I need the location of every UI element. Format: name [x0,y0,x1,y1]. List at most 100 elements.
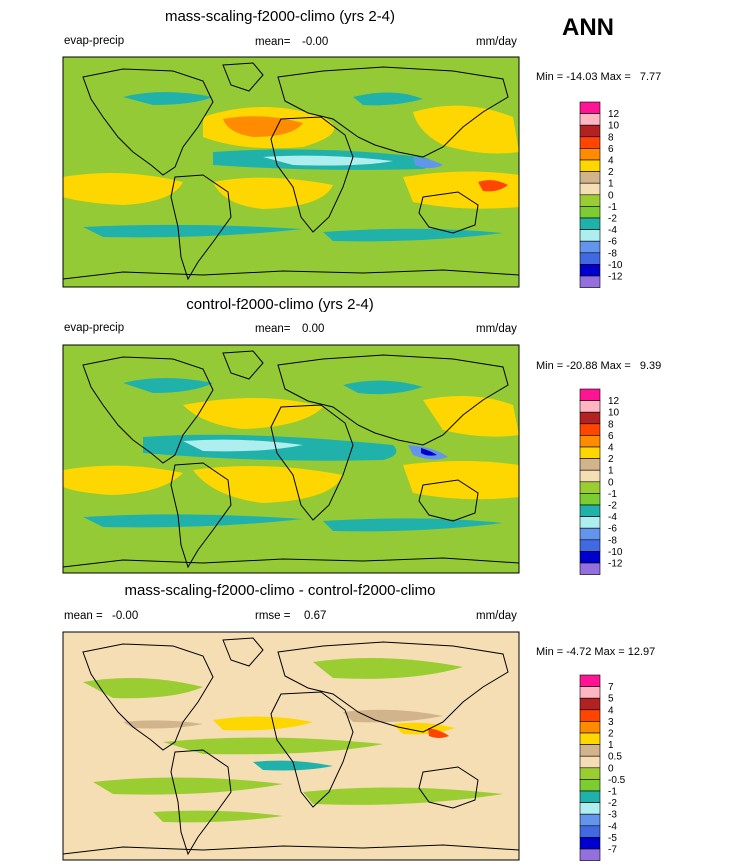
colorbar-swatch [579,101,601,114]
panel-2-title: control-f2000-climo (yrs 2-4) [186,296,374,313]
colorbar-tick-label: -3 [608,810,617,821]
colorbar-swatch [579,767,601,780]
colorbar-swatch [579,124,601,138]
panel-3-units: mm/day [476,610,517,622]
colorbar-tick-label: 2 [608,729,614,740]
colorbar-swatch [579,252,601,265]
colorbar-tick-label: -0.5 [608,775,626,786]
colorbar-swatch [579,837,601,850]
colorbar-tick-label: -4 [608,512,617,523]
colorbar-swatch [579,848,601,861]
colorbar-swatch [579,435,601,448]
colorbar-tick-label: 10 [608,121,620,132]
colorbar-tick-label: -8 [608,535,617,546]
colorbar-swatch [579,674,601,687]
colorbar-tick-label: 0 [608,763,614,774]
colorbar-swatch [579,194,601,207]
colorbar-tick-label: 8 [608,132,614,143]
panel-3-min-label: Min = [536,646,564,658]
panel-3-max-value: 12.97 [627,646,656,658]
panel-2-max-label: Max = [600,360,631,372]
colorbar-tick-label: 3 [608,717,614,728]
colorbar-tick-label: -7 [608,845,617,856]
panel-3-minmax: Min = -4.72 Max = 12.97 [536,646,655,658]
colorbar-swatch [579,423,601,436]
panel-3-rmse-label: rmse = [255,610,291,622]
panel-1-minmax: Min = -14.03 Max = 7.77 [536,71,661,83]
panel-2-max-value: 9.39 [639,360,662,372]
panel-1-variable-label: evap-precip [64,35,125,47]
colorbar-tick-label: 4 [608,705,614,716]
colorbar-swatch [579,469,601,483]
colorbar-tick-label: -2 [608,214,617,225]
colorbar-swatch [579,136,601,149]
colorbar-swatch [579,148,601,161]
colorbar-swatch [579,240,601,254]
colorbar-swatch [579,388,601,401]
colorbar-swatch [579,732,601,745]
colorbar-swatch [579,813,601,827]
colorbar-swatch [579,400,601,413]
panel-1-title: mass-scaling-f2000-climo (yrs 2-4) [164,8,396,25]
colorbar-tick-label: -4 [608,225,617,236]
panel-2-units: mm/day [476,323,517,335]
colorbar-swatch [579,790,601,803]
panel-1-units: mm/day [476,36,517,48]
colorbar-swatch [579,527,601,541]
panel-1-min-label: Min = [536,71,564,83]
panel-3-map [62,631,520,861]
panel-1-max-label: Max = [600,71,631,83]
colorbar-tick-label: -5 [608,833,617,844]
colorbar-tick-label: 8 [608,419,614,430]
colorbar-swatch [579,206,601,219]
colorbar-swatch [579,493,601,506]
colorbar-swatch [579,182,601,196]
colorbar-swatch [579,744,601,757]
colorbar-tick-label: -1 [608,202,617,213]
panel-2-variable-label: evap-precip [64,322,125,334]
panel-3-mean-value: -0.00 [112,610,139,622]
colorbar-tick-label: -1 [608,489,617,500]
colorbar-tick-label: -2 [608,501,617,512]
colorbar-tick-label: 4 [608,443,614,454]
panel-3-mean-label: mean = [64,610,103,622]
colorbar-swatch [579,171,601,184]
panel-3-title: mass-scaling-f2000-climo - control-f2000… [124,582,436,599]
panel-1-mean-label: mean= [255,36,291,48]
colorbar-swatch [579,264,601,277]
colorbar-tick-label: 1 [608,740,614,751]
panel-1-min-value: -14.03 [566,71,598,83]
colorbar-tick-label: -2 [608,798,617,809]
colorbar-tick-label: 5 [608,694,614,705]
colorbar-swatch [579,229,601,242]
colorbar-swatch [579,551,601,564]
panel-3-rmse-value: 0.67 [304,610,327,622]
colorbar-tick-label: 2 [608,167,614,178]
panel-2-map [62,344,520,574]
panel-1-map [62,56,520,288]
colorbar-swatch [579,709,601,722]
colorbar-tick-label: 7 [608,682,614,693]
colorbar-swatch [579,686,601,699]
panel-2-min-label: Min = [536,360,564,372]
colorbar-tick-label: 4 [608,156,614,167]
colorbar-swatch [579,113,601,126]
colorbar-tick-label: -6 [608,237,617,248]
panel-3-min-value: -4.72 [566,646,592,658]
colorbar-tick-label: 2 [608,454,614,465]
colorbar-swatch [579,275,601,288]
colorbar-tick-label: 1 [608,179,614,190]
panel-2-mean-value: 0.00 [302,323,325,335]
colorbar-swatch [579,562,601,575]
colorbar-tick-label: 12 [608,396,620,407]
colorbar-swatch [579,159,601,172]
colorbar-swatch [579,446,601,459]
colorbar-swatch [579,458,601,471]
colorbar-tick-label: -1 [608,787,617,798]
colorbar-tick-label: 10 [608,408,620,419]
colorbar-swatch [579,411,601,425]
colorbar-tick-label: 0 [608,477,614,488]
colorbar-swatch [579,516,601,529]
